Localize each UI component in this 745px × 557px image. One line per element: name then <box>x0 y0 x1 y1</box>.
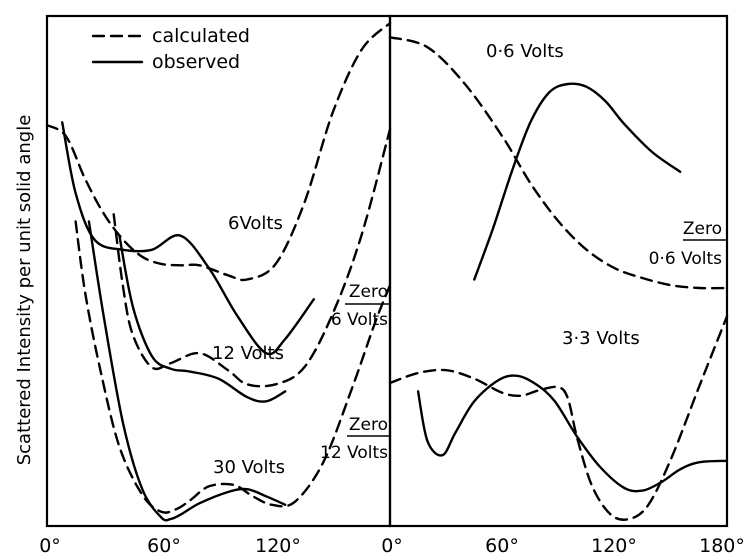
label-30volts: 30 Volts <box>213 457 285 478</box>
legend: calculated observed <box>91 25 250 73</box>
label-12volts: 12 Volts <box>212 343 284 364</box>
x-tick-left-180: 0° <box>381 535 403 557</box>
left-series-12-volts-dashed <box>112 128 392 388</box>
label-6volts: 6Volts <box>228 213 283 234</box>
x-tick-right-180: 180° <box>699 535 745 557</box>
right-panel-curves <box>388 36 729 521</box>
x-tick-right-60: 60° <box>485 535 519 557</box>
y-axis-label: Scattered Intensity per unit solid angle <box>14 115 35 466</box>
zero-marker-12volts-zero: Zero <box>349 415 388 435</box>
zero-marker-6volts: Zero 6 Volts <box>331 282 390 330</box>
zero-marker-12volts-volts: 12 Volts <box>320 443 388 463</box>
zero-marker-12volts: Zero 12 Volts <box>320 415 390 463</box>
label-3-3volts: 3·3 Volts <box>562 328 640 349</box>
left-series-30-volts-solid <box>87 220 287 522</box>
label-0-6volts: 0·6 Volts <box>486 41 564 62</box>
x-tick-left-120: 120° <box>255 535 301 557</box>
x-tick-left-0: 0° <box>39 535 61 557</box>
left-series-12-volts-solid <box>118 234 287 403</box>
right-series-3-3-volts-dashed <box>388 315 729 521</box>
x-tick-left-60: 60° <box>147 535 181 557</box>
right-series-0-6-volts-dashed <box>388 36 729 290</box>
right-series-0-6-volts-solid <box>473 82 682 281</box>
zero-marker-6volts-volts: 6 Volts <box>331 310 388 330</box>
x-tick-right-120: 120° <box>591 535 637 557</box>
zero-marker-0-6volts-volts: 0·6 Volts <box>649 249 723 269</box>
left-series-30-volts-dashed <box>74 220 392 514</box>
legend-calculated-label: calculated <box>152 25 250 47</box>
right-panel-frame <box>388 14 729 528</box>
right-series-3-3-volts-solid <box>416 374 729 493</box>
zero-marker-0-6volts-zero: Zero <box>683 219 722 239</box>
left-panel-curves <box>45 21 392 522</box>
left-series-6-volts-dashed <box>45 21 392 282</box>
zero-marker-6volts-zero: Zero <box>349 282 388 302</box>
zero-marker-0-6volts: Zero 0·6 Volts <box>649 219 727 269</box>
left-series-6-volts-solid <box>61 121 315 356</box>
legend-observed-label: observed <box>152 51 240 73</box>
